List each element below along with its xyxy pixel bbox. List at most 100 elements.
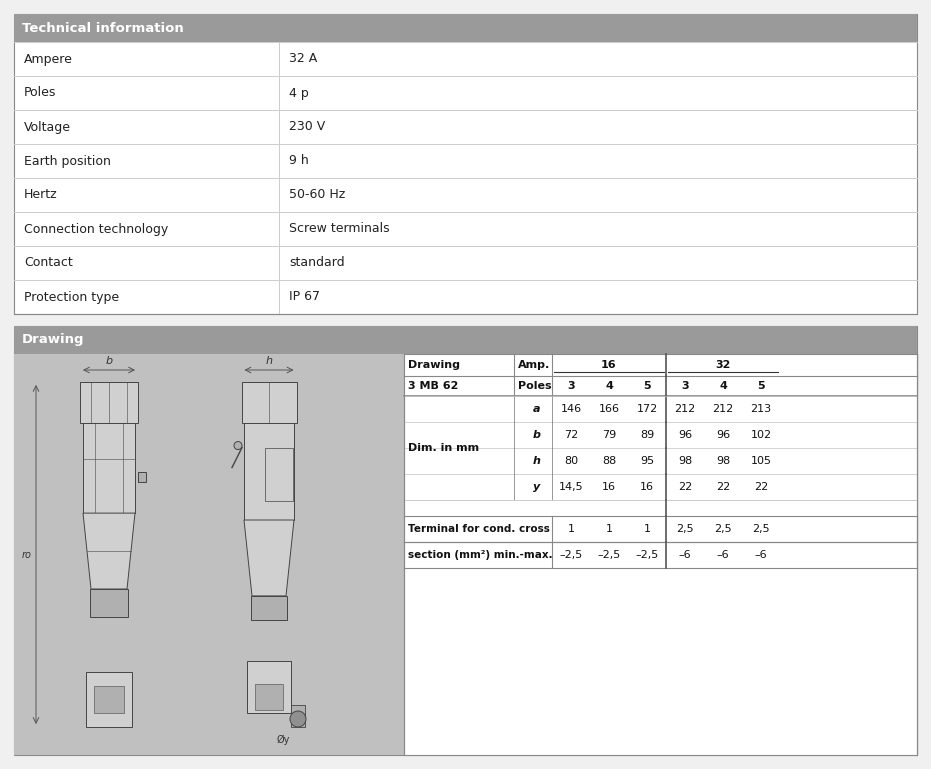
Text: –6: –6 (717, 550, 729, 560)
Text: 1: 1 (568, 524, 574, 534)
Text: Drawing: Drawing (408, 360, 460, 370)
Text: 98: 98 (716, 456, 730, 466)
Text: y: y (533, 482, 541, 492)
Text: h: h (533, 456, 541, 466)
Text: 96: 96 (716, 430, 730, 440)
Text: 5: 5 (757, 381, 764, 391)
Text: Earth position: Earth position (24, 155, 111, 168)
Text: a: a (533, 404, 541, 414)
Text: 4: 4 (719, 381, 727, 391)
Text: 2,5: 2,5 (752, 524, 770, 534)
Text: 212: 212 (712, 404, 734, 414)
Polygon shape (83, 513, 135, 589)
Text: Amp.: Amp. (518, 360, 550, 370)
Text: 230 V: 230 V (289, 121, 325, 134)
Text: 3: 3 (567, 381, 574, 391)
Text: Poles: Poles (518, 381, 552, 391)
Text: 1: 1 (605, 524, 613, 534)
Bar (244, 424, 294, 520)
Bar (138, 471, 146, 481)
Bar (247, 661, 291, 713)
Text: 4 p: 4 p (289, 86, 309, 99)
Bar (404, 354, 917, 755)
Text: 4: 4 (605, 381, 613, 391)
Text: 2,5: 2,5 (714, 524, 732, 534)
Text: Terminal for cond. cross: Terminal for cond. cross (408, 524, 550, 534)
Text: 166: 166 (599, 404, 619, 414)
Text: b: b (105, 356, 113, 366)
Bar (251, 596, 287, 620)
Text: Connection technology: Connection technology (24, 222, 169, 235)
Text: Technical information: Technical information (22, 22, 183, 35)
Text: 212: 212 (674, 404, 695, 414)
Text: b: b (533, 430, 541, 440)
Text: 96: 96 (678, 430, 692, 440)
Text: 89: 89 (640, 430, 654, 440)
Text: Ampere: Ampere (24, 52, 73, 65)
Text: 32 A: 32 A (289, 52, 317, 65)
Text: 213: 213 (750, 404, 772, 414)
Text: 98: 98 (678, 456, 692, 466)
Text: 88: 88 (601, 456, 616, 466)
Text: 22: 22 (678, 482, 692, 492)
Text: 95: 95 (640, 456, 654, 466)
Text: –6: –6 (755, 550, 767, 560)
Text: h: h (265, 356, 273, 366)
Text: 16: 16 (640, 482, 654, 492)
Bar (404, 376, 917, 396)
Text: 50-60 Hz: 50-60 Hz (289, 188, 345, 201)
Text: 172: 172 (637, 404, 657, 414)
Text: Drawing: Drawing (22, 334, 85, 347)
Text: 22: 22 (716, 482, 730, 492)
Text: 146: 146 (560, 404, 582, 414)
Text: Contact: Contact (24, 257, 73, 269)
Text: section (mm²) min.-max.: section (mm²) min.-max. (408, 550, 553, 560)
Bar (404, 354, 917, 376)
Text: –2,5: –2,5 (635, 550, 658, 560)
Text: –6: –6 (679, 550, 692, 560)
Text: –2,5: –2,5 (598, 550, 621, 560)
Bar (14, 326, 917, 354)
Text: 3 MB 62: 3 MB 62 (408, 381, 458, 391)
Text: –2,5: –2,5 (560, 550, 583, 560)
Text: 16: 16 (601, 360, 617, 370)
Text: Hertz: Hertz (24, 188, 58, 201)
Bar (90, 589, 128, 617)
Polygon shape (244, 520, 294, 596)
Text: Øy: Øy (277, 735, 290, 745)
Bar (241, 382, 296, 424)
Text: 22: 22 (754, 482, 768, 492)
Text: ro: ro (22, 550, 32, 560)
Text: Voltage: Voltage (24, 121, 71, 134)
Text: Screw terminals: Screw terminals (289, 222, 390, 235)
Bar (14, 354, 404, 755)
Text: standard: standard (289, 257, 344, 269)
Bar (265, 448, 293, 501)
Text: Protection type: Protection type (24, 291, 119, 304)
Text: 80: 80 (564, 456, 578, 466)
Text: 79: 79 (601, 430, 616, 440)
Bar (86, 672, 132, 727)
Bar (14, 14, 917, 42)
Text: 14,5: 14,5 (559, 482, 584, 492)
Text: Poles: Poles (24, 86, 57, 99)
Text: 3: 3 (681, 381, 689, 391)
Text: Dim. in mm: Dim. in mm (408, 443, 479, 453)
Text: 1: 1 (643, 524, 651, 534)
Circle shape (234, 441, 242, 450)
Bar (83, 424, 135, 513)
Bar (14, 326, 917, 755)
Circle shape (290, 711, 306, 727)
Bar (80, 382, 138, 424)
Text: IP 67: IP 67 (289, 291, 320, 304)
Text: 105: 105 (750, 456, 772, 466)
Text: 32: 32 (715, 360, 731, 370)
Bar (94, 686, 124, 713)
Bar (255, 684, 283, 711)
Text: 72: 72 (564, 430, 578, 440)
Bar (291, 705, 305, 727)
Text: 5: 5 (643, 381, 651, 391)
Text: 2,5: 2,5 (676, 524, 694, 534)
Bar (14, 14, 917, 314)
Text: 102: 102 (750, 430, 772, 440)
